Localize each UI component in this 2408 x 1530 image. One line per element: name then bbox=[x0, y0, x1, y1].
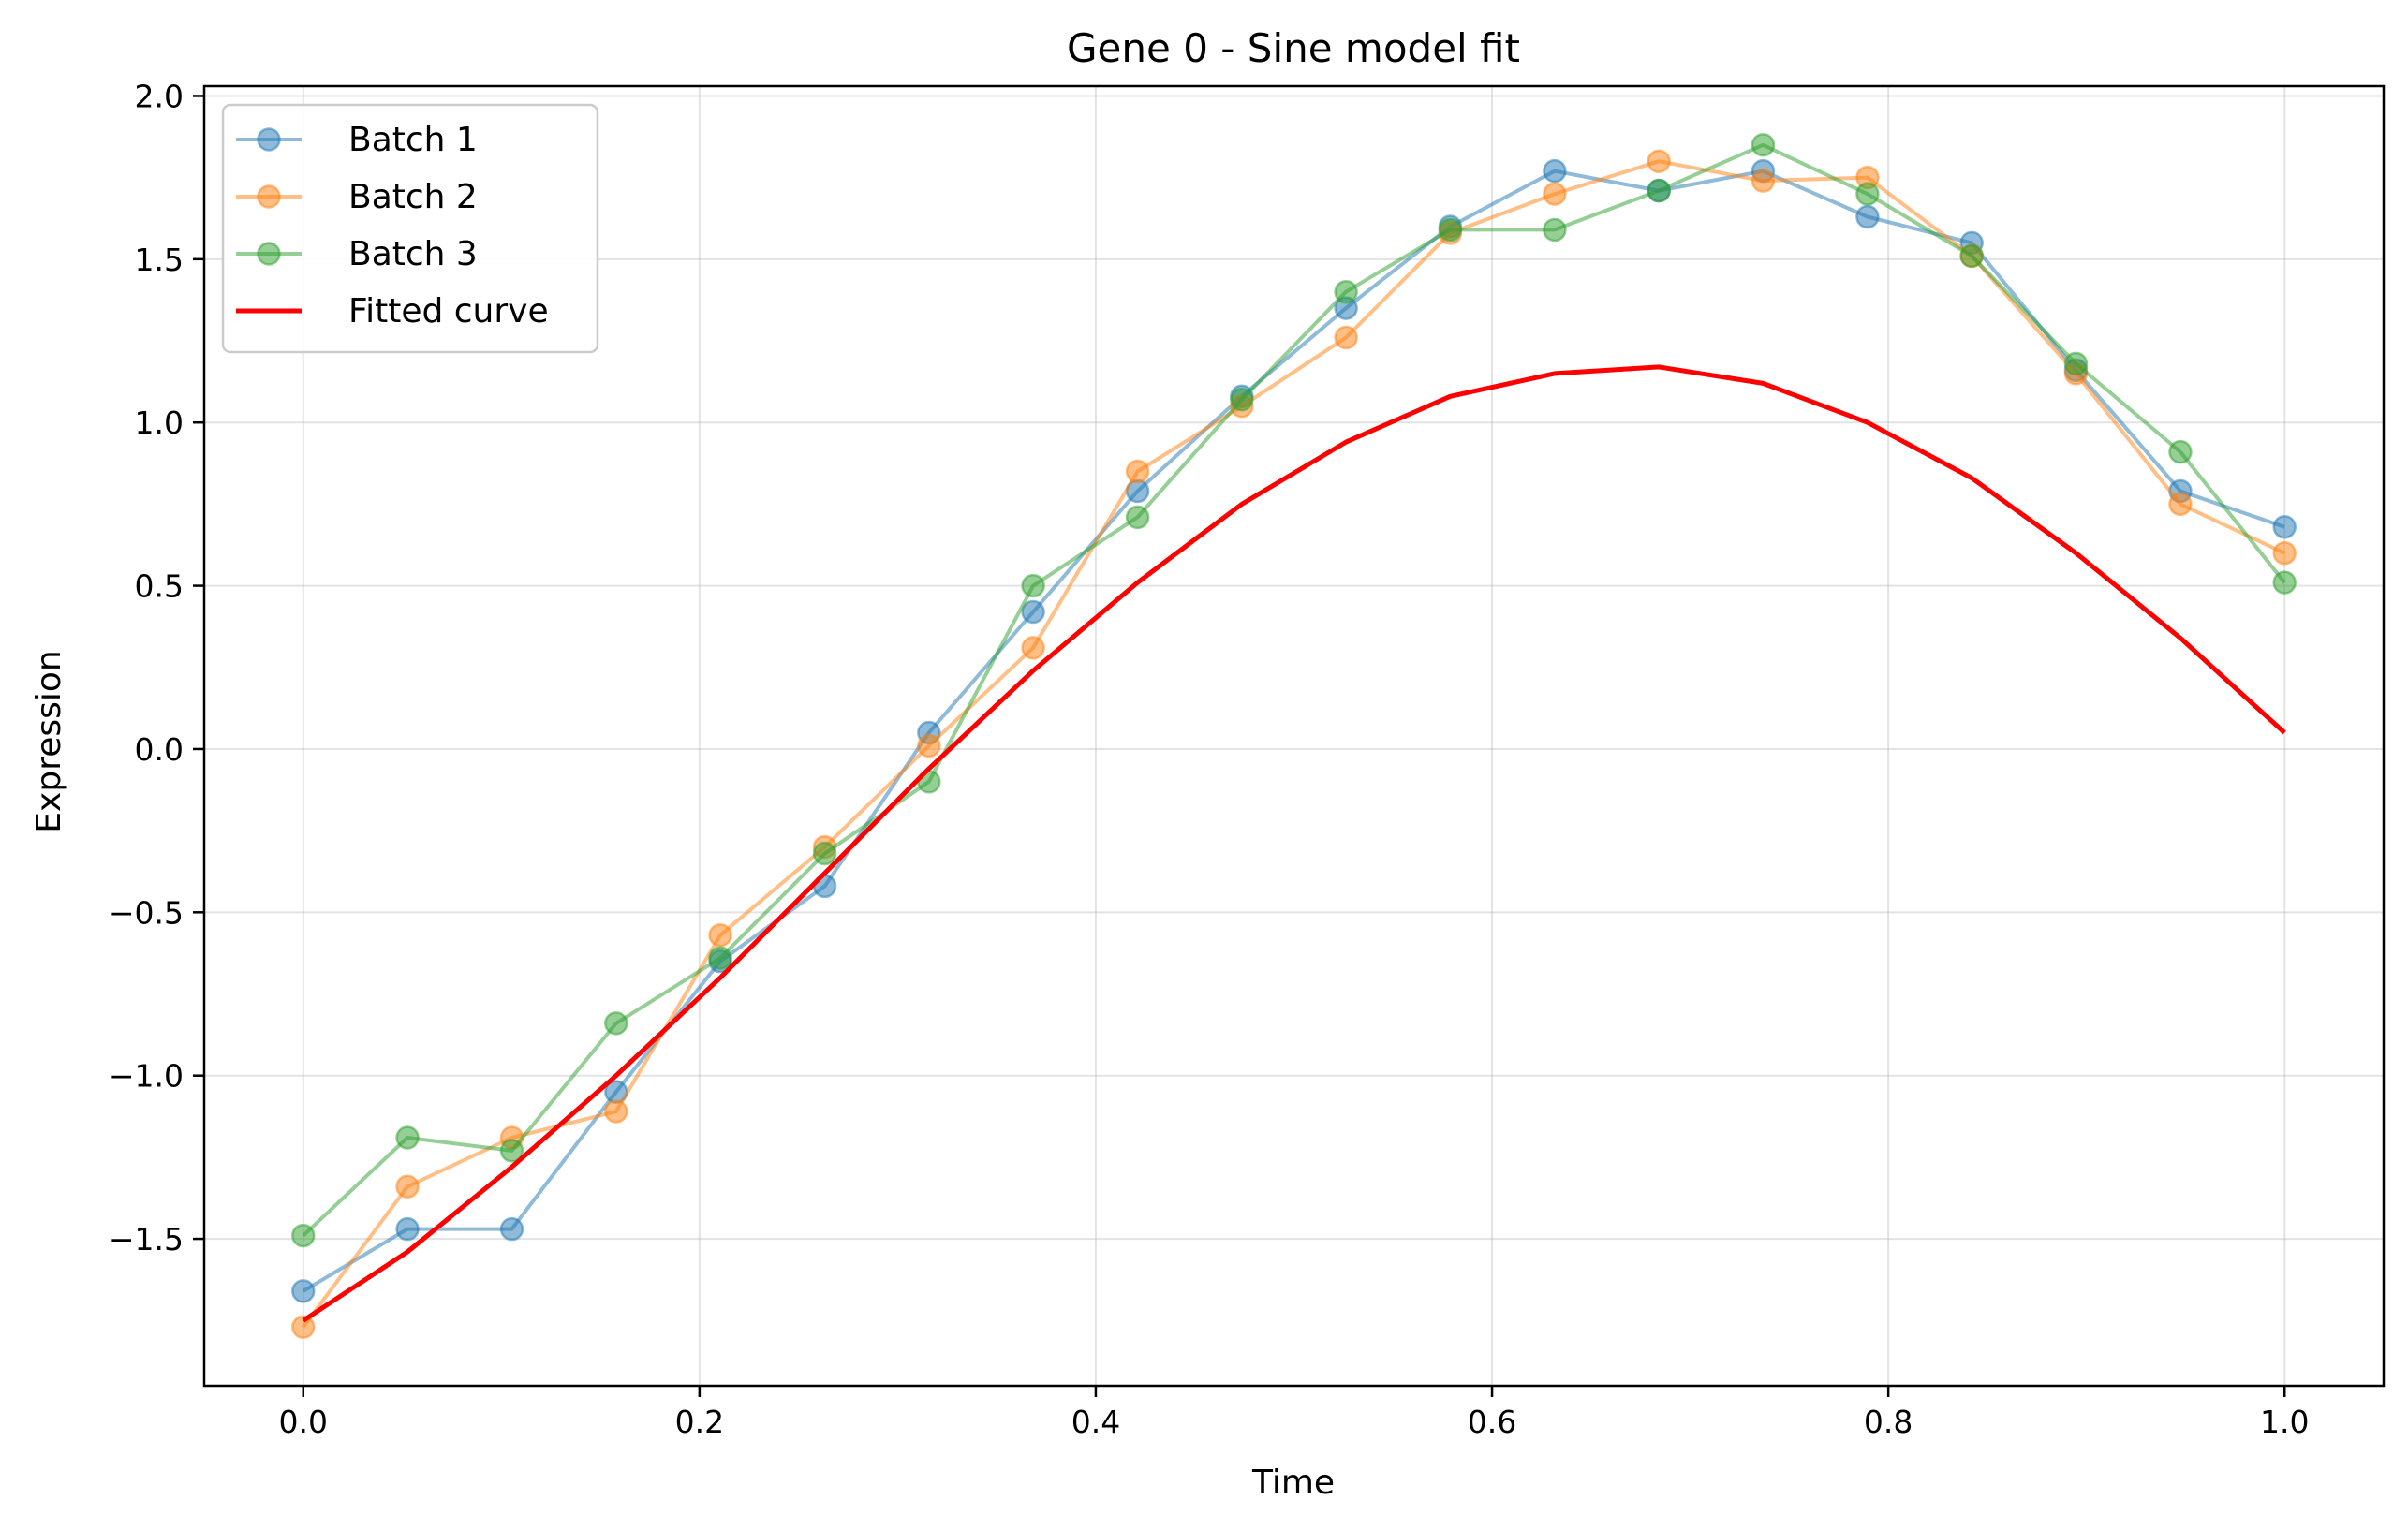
series-layer bbox=[291, 133, 2297, 1339]
y-tick-label: −0.5 bbox=[109, 894, 184, 931]
x-tick-label: 0.8 bbox=[1864, 1404, 1913, 1440]
legend-item-batch-3: Batch 3 bbox=[236, 235, 478, 273]
batch-1-point bbox=[1855, 204, 1880, 229]
batch-3-point bbox=[395, 1125, 420, 1150]
legend-item-fitted-curve: Fitted curve bbox=[236, 292, 549, 331]
x-tick-label: 0.4 bbox=[1071, 1404, 1120, 1440]
batch-3-point bbox=[1647, 178, 1671, 203]
batch-3-point bbox=[2272, 570, 2297, 595]
batch-3-point bbox=[291, 1223, 316, 1248]
batch-2-point bbox=[708, 922, 732, 948]
legend-item-batch-1: Batch 1 bbox=[236, 121, 478, 159]
x-ticks-layer: 0.0 0.2 0.4 0.6 0.8 1.0 bbox=[279, 1386, 2309, 1440]
batch-2-point bbox=[291, 1315, 316, 1339]
batch-3-point bbox=[1021, 573, 1045, 598]
legend-label: Batch 2 bbox=[348, 178, 478, 216]
legend-marker bbox=[257, 242, 281, 266]
plot-frame bbox=[202, 84, 2386, 1388]
batch-3-point bbox=[604, 1011, 628, 1036]
batch-2-point bbox=[2272, 540, 2297, 566]
batch-1-point bbox=[395, 1216, 420, 1242]
batch-3-point bbox=[2063, 351, 2089, 376]
y-tick-label: −1.0 bbox=[109, 1058, 184, 1095]
batch-3-point bbox=[1438, 217, 1463, 243]
batch-3-point bbox=[1959, 243, 1984, 269]
batch-1-point bbox=[2272, 515, 2297, 539]
batch-3-point bbox=[1230, 388, 1254, 412]
legend: Batch 1 Batch 2 Batch 3 Fitted curve bbox=[221, 103, 599, 354]
batch-3-point bbox=[499, 1139, 524, 1163]
batch-3-point bbox=[1751, 133, 1776, 157]
batch-2-point bbox=[1125, 459, 1150, 484]
batch-1-point bbox=[1021, 599, 1045, 625]
batch-3-point bbox=[1855, 182, 1880, 206]
x-tick-label: 1.0 bbox=[2260, 1404, 2309, 1440]
batch-1-point bbox=[291, 1279, 316, 1303]
x-tick-label: 0.0 bbox=[279, 1404, 328, 1440]
batch-3-point bbox=[812, 841, 837, 866]
batch-1-line bbox=[302, 169, 2285, 1293]
fitted-curve-line bbox=[302, 364, 2286, 1323]
y-axis-label: Expression bbox=[30, 650, 68, 832]
batch-3-line bbox=[302, 142, 2286, 1238]
series-fitted-curve bbox=[302, 364, 2286, 1323]
x-tick-label: 0.6 bbox=[1468, 1404, 1516, 1440]
legend-item-batch-2: Batch 2 bbox=[236, 178, 478, 216]
batch-2-point bbox=[1543, 182, 1567, 206]
y-tick-label: 0.0 bbox=[135, 731, 184, 768]
y-tick-label: 0.5 bbox=[135, 568, 184, 605]
batch-3-point bbox=[1125, 505, 1150, 530]
batch-3-point bbox=[708, 946, 732, 970]
batch-3-point bbox=[1334, 279, 1358, 304]
y-tick-label: 1.0 bbox=[135, 405, 184, 441]
legend-marker bbox=[257, 184, 281, 209]
y-tick-label: 1.5 bbox=[135, 242, 184, 278]
batch-2-point bbox=[1647, 149, 1671, 173]
batch-2-point bbox=[2168, 492, 2193, 517]
y-ticks-layer: −1.5 −1.0 −0.5 0.0 0.5 1.0 1.5 2.0 bbox=[109, 78, 204, 1258]
batch-1-point bbox=[1543, 158, 1567, 184]
batch-2-point bbox=[604, 1099, 628, 1124]
legend-label: Batch 1 bbox=[348, 121, 478, 159]
batch-2-point bbox=[1334, 325, 1358, 350]
batch-3-point bbox=[1543, 217, 1567, 243]
batch-2-point bbox=[395, 1174, 420, 1199]
legend-label: Batch 3 bbox=[348, 235, 478, 273]
batch-2-line bbox=[302, 159, 2286, 1329]
legend-box bbox=[221, 103, 599, 354]
x-axis-label: Time bbox=[1251, 1464, 1335, 1502]
batch-2-point bbox=[1751, 169, 1776, 193]
y-tick-label: −1.5 bbox=[109, 1221, 184, 1258]
grid-layer bbox=[204, 86, 2384, 1386]
axes-layer bbox=[202, 84, 2386, 1388]
series-batch-2 bbox=[291, 149, 2297, 1339]
batch-2-point bbox=[917, 733, 941, 758]
batch-2-point bbox=[1021, 636, 1045, 660]
x-tick-label: 0.2 bbox=[675, 1404, 724, 1440]
series-batch-3 bbox=[291, 133, 2297, 1248]
batch-3-point bbox=[2168, 439, 2193, 464]
batch-1-point bbox=[499, 1216, 524, 1242]
y-tick-label: 2.0 bbox=[135, 78, 184, 114]
chart-title: Gene 0 - Sine model fit bbox=[1067, 25, 1520, 71]
legend-marker bbox=[257, 127, 281, 152]
legend-label: Fitted curve bbox=[348, 292, 549, 331]
